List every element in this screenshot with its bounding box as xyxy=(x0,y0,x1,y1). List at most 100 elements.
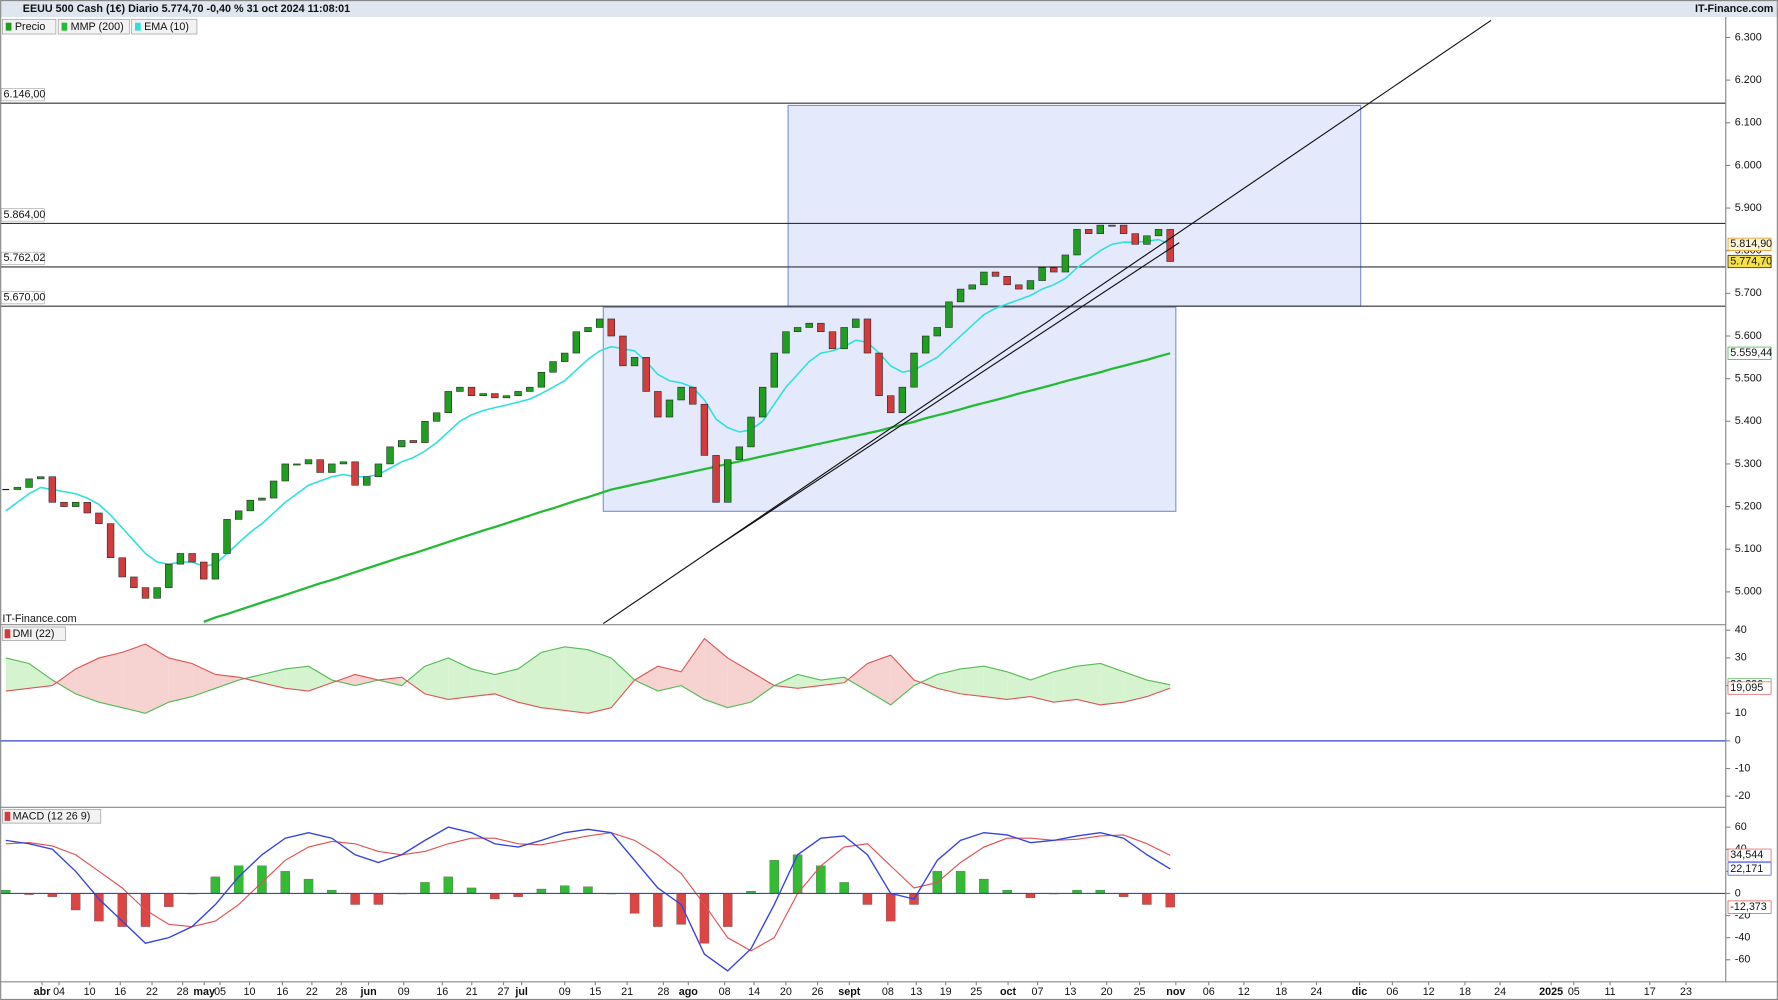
candle xyxy=(514,391,522,396)
panel-title: MACD (12 26 9) xyxy=(13,811,91,823)
dmi-area xyxy=(727,657,751,708)
histogram-bar xyxy=(886,893,896,922)
y-tick-label: 0 xyxy=(1735,887,1741,899)
dmi-area xyxy=(937,668,961,694)
x-tick-label: jul xyxy=(514,986,528,998)
dmi-area xyxy=(215,674,239,689)
candle xyxy=(421,421,429,443)
level-label: 5.762,02 xyxy=(4,252,46,264)
dmi-area xyxy=(564,646,588,714)
candle xyxy=(1108,224,1116,227)
value-label-box xyxy=(1727,254,1772,269)
histogram-bar xyxy=(1165,893,1175,908)
candle xyxy=(724,459,732,503)
dmi-area xyxy=(890,655,915,705)
candle xyxy=(1131,233,1139,245)
histogram-bar xyxy=(350,893,360,905)
x-tick-label: 08 xyxy=(719,986,731,998)
dmi-area xyxy=(238,674,262,683)
candle xyxy=(1154,229,1163,237)
histogram-bar xyxy=(536,888,547,894)
candle xyxy=(141,587,150,599)
y-tick-label: 5.600 xyxy=(1735,330,1762,342)
candle xyxy=(805,322,813,328)
candle xyxy=(269,480,278,499)
dmi-area xyxy=(844,663,868,692)
value-label: 22,171 xyxy=(1730,863,1763,875)
level-label: 5.670,00 xyxy=(4,291,46,303)
x-tick-label: 28 xyxy=(177,986,189,998)
histogram-bar xyxy=(862,893,873,905)
y-tick-label: 5.400 xyxy=(1735,415,1762,427)
x-tick-label: 25 xyxy=(970,986,982,998)
x-tick-label: 10 xyxy=(84,986,96,998)
candle xyxy=(339,461,348,465)
candle xyxy=(665,399,674,418)
level-label: 5.864,00 xyxy=(4,209,46,221)
zone-box xyxy=(787,104,1362,307)
y-tick-label: 60 xyxy=(1735,821,1747,833)
candle xyxy=(630,357,639,367)
x-tick-label: 22 xyxy=(146,986,158,998)
x-tick-label: 23 xyxy=(1680,986,1692,998)
candle xyxy=(526,386,534,392)
candle xyxy=(258,497,266,501)
value-label: -12,373 xyxy=(1730,901,1767,913)
histogram-bar xyxy=(979,878,989,894)
x-tick-label: 07 xyxy=(1032,986,1044,998)
candle xyxy=(607,318,615,337)
dmi-area xyxy=(1053,666,1078,703)
dmi-area xyxy=(983,666,1008,700)
dmi-area xyxy=(1123,671,1147,703)
candle xyxy=(1166,229,1174,262)
candle xyxy=(572,331,581,354)
histogram-bar xyxy=(420,882,430,894)
candle xyxy=(95,512,103,524)
histogram-bar xyxy=(70,893,81,911)
panel-title-swatch xyxy=(4,811,11,821)
x-tick-label: 14 xyxy=(748,986,760,998)
dmi-area xyxy=(750,671,775,703)
candle xyxy=(793,327,802,333)
x-tick-label: 24 xyxy=(1310,986,1322,998)
x-tick-label: 20 xyxy=(780,986,792,998)
candle xyxy=(828,331,837,350)
candle xyxy=(840,327,848,350)
x-tick-label: 05 xyxy=(214,986,226,998)
candle xyxy=(770,352,778,388)
x-tick-label: 16 xyxy=(276,986,288,998)
x-tick-label: abr xyxy=(34,986,52,998)
x-tick-label: 12 xyxy=(1238,986,1250,998)
x-tick-label: sept xyxy=(838,986,861,998)
candle xyxy=(852,318,860,328)
x-tick-label: 22 xyxy=(306,986,318,998)
x-tick-label: 28 xyxy=(657,986,669,998)
dmi-area xyxy=(1007,671,1031,700)
y-tick-label: 6.300 xyxy=(1735,31,1762,43)
y-tick-label: 40 xyxy=(1735,624,1747,636)
histogram-bar xyxy=(280,871,290,894)
x-tick-label: 12 xyxy=(1423,986,1435,998)
dmi-area xyxy=(75,657,99,703)
candle xyxy=(991,271,1000,277)
candle xyxy=(1119,224,1128,234)
x-tick-label: 17 xyxy=(1644,986,1656,998)
candle xyxy=(747,416,755,448)
candle xyxy=(921,335,930,354)
dmi-area xyxy=(1100,663,1124,705)
candle xyxy=(118,557,126,578)
x-tick-label: 04 xyxy=(53,986,65,998)
dmi-area xyxy=(681,638,705,700)
dmi-area xyxy=(518,652,542,708)
candle xyxy=(351,461,359,486)
histogram-bar xyxy=(629,893,640,914)
x-tick-label: 20 xyxy=(1101,986,1113,998)
candle xyxy=(491,393,499,399)
candle xyxy=(211,553,220,580)
legend-label: EMA (10) xyxy=(144,21,189,33)
series-line xyxy=(5,238,1171,568)
candle xyxy=(654,391,662,418)
y-tick-label: -20 xyxy=(1735,790,1751,802)
